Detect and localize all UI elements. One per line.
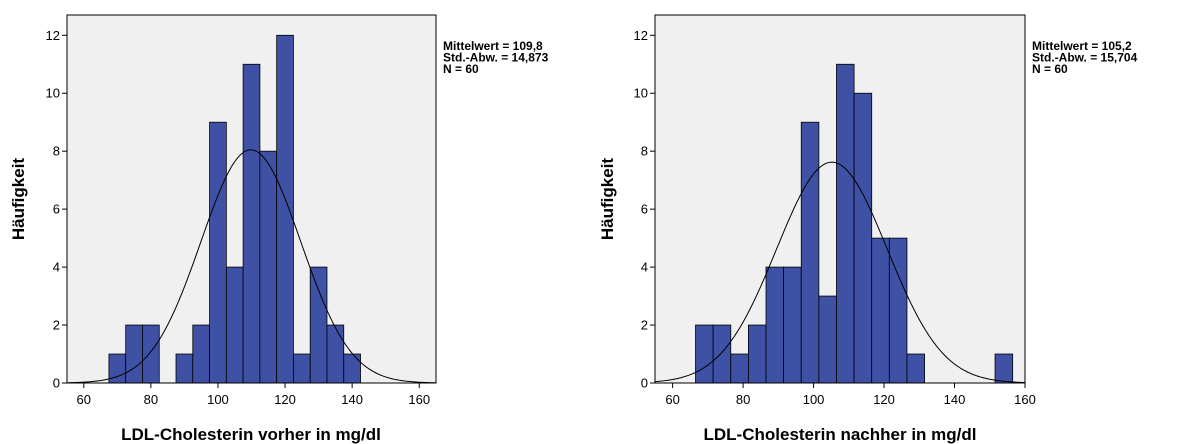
y-tick-label: 8 xyxy=(53,144,60,159)
x-tick-label: 100 xyxy=(207,392,229,407)
histogram-bar-1 xyxy=(712,324,732,384)
x-tick-label: 100 xyxy=(803,392,825,407)
histogram-bar-9 xyxy=(259,150,278,384)
histogram-bar-6 xyxy=(800,121,820,384)
x-tick-label: 60 xyxy=(665,392,679,407)
x-tick-label: 80 xyxy=(736,392,750,407)
histogram-bar-13 xyxy=(326,324,345,384)
histogram-chart-before: 0 2 4 6 8 10 12 60 80 100 120 140 160 Häufigkeit LDL… xyxy=(9,14,549,444)
axes-frame xyxy=(66,14,437,384)
stats-sd: Std.-Abw. = 15,704 xyxy=(1032,51,1138,65)
histogram-bar-9 xyxy=(853,92,873,384)
histogram-bar-10 xyxy=(276,34,294,384)
histogram-bar-12 xyxy=(906,353,925,384)
stats-mean: Mittelwert = 109,8 xyxy=(443,39,543,53)
y-tick-label: 10 xyxy=(46,86,60,101)
y-axis-title: Häufigkeit xyxy=(598,158,617,241)
y-tick-label: 6 xyxy=(641,202,648,217)
histogram-bar-17 xyxy=(994,353,1014,384)
y-tick-label: 4 xyxy=(53,260,60,275)
y-tick-label: 6 xyxy=(53,202,60,217)
y-tick-label: 8 xyxy=(641,144,648,159)
histogram-bar-11 xyxy=(293,353,311,384)
histogram-bar-5 xyxy=(783,266,802,384)
histogram-bar-7 xyxy=(225,266,244,384)
x-tick-label: 160 xyxy=(408,392,430,407)
y-tick-label: 4 xyxy=(641,260,648,275)
x-tick-label: 140 xyxy=(944,392,966,407)
histogram-bar-3 xyxy=(747,324,767,384)
normal-curve xyxy=(66,149,437,384)
x-tick-label: 80 xyxy=(144,392,158,407)
x-tick-label: 160 xyxy=(1014,392,1036,407)
x-axis-title: LDL-Cholesterin nachher in mg/dl xyxy=(704,425,977,444)
histogram-bar-12 xyxy=(309,266,328,384)
y-axis-title: Häufigkeit xyxy=(9,158,28,241)
histogram-bar-8 xyxy=(242,63,261,384)
histogram-bar-2 xyxy=(142,324,160,384)
stats-sd: Std.-Abw. = 14,873 xyxy=(443,51,549,65)
x-tick-label: 60 xyxy=(77,392,91,407)
stats-n: N = 60 xyxy=(1032,62,1068,76)
histogram-bar-2 xyxy=(730,353,749,384)
histogram-bar-6 xyxy=(209,121,227,384)
x-tick-label: 120 xyxy=(873,392,895,407)
y-tick-label: 0 xyxy=(53,376,60,391)
histogram-bar-10 xyxy=(871,237,890,384)
histogram-bar-7 xyxy=(818,295,837,384)
histogram-bar-14 xyxy=(343,353,361,384)
normal-curve xyxy=(654,161,1026,383)
axes-frame xyxy=(654,14,1026,384)
histogram-bar-0 xyxy=(695,324,714,384)
y-tick-label: 12 xyxy=(634,28,648,43)
y-tick-label: 0 xyxy=(641,376,648,391)
histogram-bar-4 xyxy=(175,353,194,384)
histogram-bar-5 xyxy=(192,324,210,384)
x-axis-title: LDL-Cholesterin vorher in mg/dl xyxy=(121,425,381,444)
y-tick-label: 10 xyxy=(634,86,648,101)
y-tick-label: 2 xyxy=(641,318,648,333)
histogram-chart-after: 0 2 4 6 8 10 12 60 80 100 120 140 160 Häufigkeit LDL… xyxy=(598,14,1138,444)
stats-mean: Mittelwert = 105,2 xyxy=(1032,39,1132,53)
x-tick-label: 140 xyxy=(341,392,363,407)
y-tick-label: 12 xyxy=(46,28,60,43)
x-tick-label: 120 xyxy=(274,392,296,407)
histogram-bar-4 xyxy=(765,266,785,384)
histogram-bar-1 xyxy=(125,324,143,384)
histogram-panel-before: 0 2 4 6 8 10 12 60 80 100 120 140 160 Häufigkeit LDL… xyxy=(9,14,549,444)
histogram-bar-8 xyxy=(836,63,855,384)
y-tick-label: 2 xyxy=(53,318,60,333)
stats-n: N = 60 xyxy=(443,62,479,76)
histogram-panel-after: 0 2 4 6 8 10 12 60 80 100 120 140 160 Häufigkeit LDL… xyxy=(589,0,1178,444)
